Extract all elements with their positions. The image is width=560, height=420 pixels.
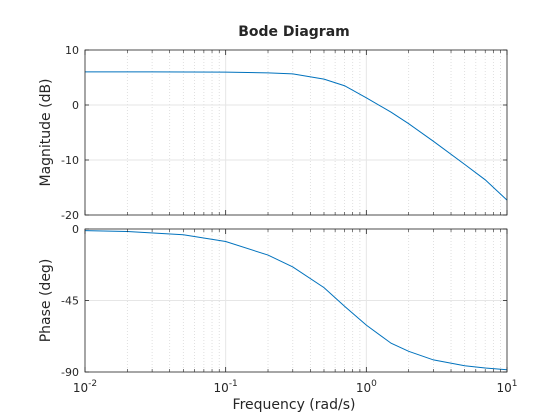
x-tick-label: 101 bbox=[496, 379, 517, 395]
phase-y-tick-label: -90 bbox=[61, 366, 79, 379]
magnitude-y-tick-label: -10 bbox=[61, 154, 79, 167]
x-axis-label: Frequency (rad/s) bbox=[233, 397, 356, 413]
magnitude-axes-bg bbox=[85, 50, 507, 215]
panel-phase: -90 -45 0 Phase (deg) bbox=[38, 223, 508, 379]
phase-y-axis-label: Phase (deg) bbox=[38, 259, 54, 343]
magnitude-y-tick-label: 0 bbox=[72, 99, 79, 112]
magnitude-y-tick-label: -20 bbox=[61, 209, 79, 222]
phase-y-tick-label: 0 bbox=[72, 223, 79, 236]
phase-y-tick-label: -45 bbox=[61, 295, 79, 308]
magnitude-axes-frame bbox=[84, 49, 508, 216]
plot-panels: -20 -10 0 10 Magnitude (dB) -90 -45 0 Phase (deg… bbox=[38, 44, 518, 395]
magnitude-y-axis-label: Magnitude (dB) bbox=[38, 78, 54, 186]
x-tick-label: 10-1 bbox=[214, 379, 238, 395]
magnitude-y-tick-label: 10 bbox=[65, 44, 79, 57]
chart-title: Bode Diagram bbox=[238, 24, 350, 40]
magnitude-series-line bbox=[85, 71, 508, 201]
x-tick-label: 100 bbox=[356, 379, 377, 395]
phase-series-line bbox=[84, 230, 508, 371]
panel-magnitude: -20 -10 0 10 Magnitude (dB) bbox=[38, 44, 508, 222]
x-tick-label: 10-2 bbox=[73, 379, 97, 395]
